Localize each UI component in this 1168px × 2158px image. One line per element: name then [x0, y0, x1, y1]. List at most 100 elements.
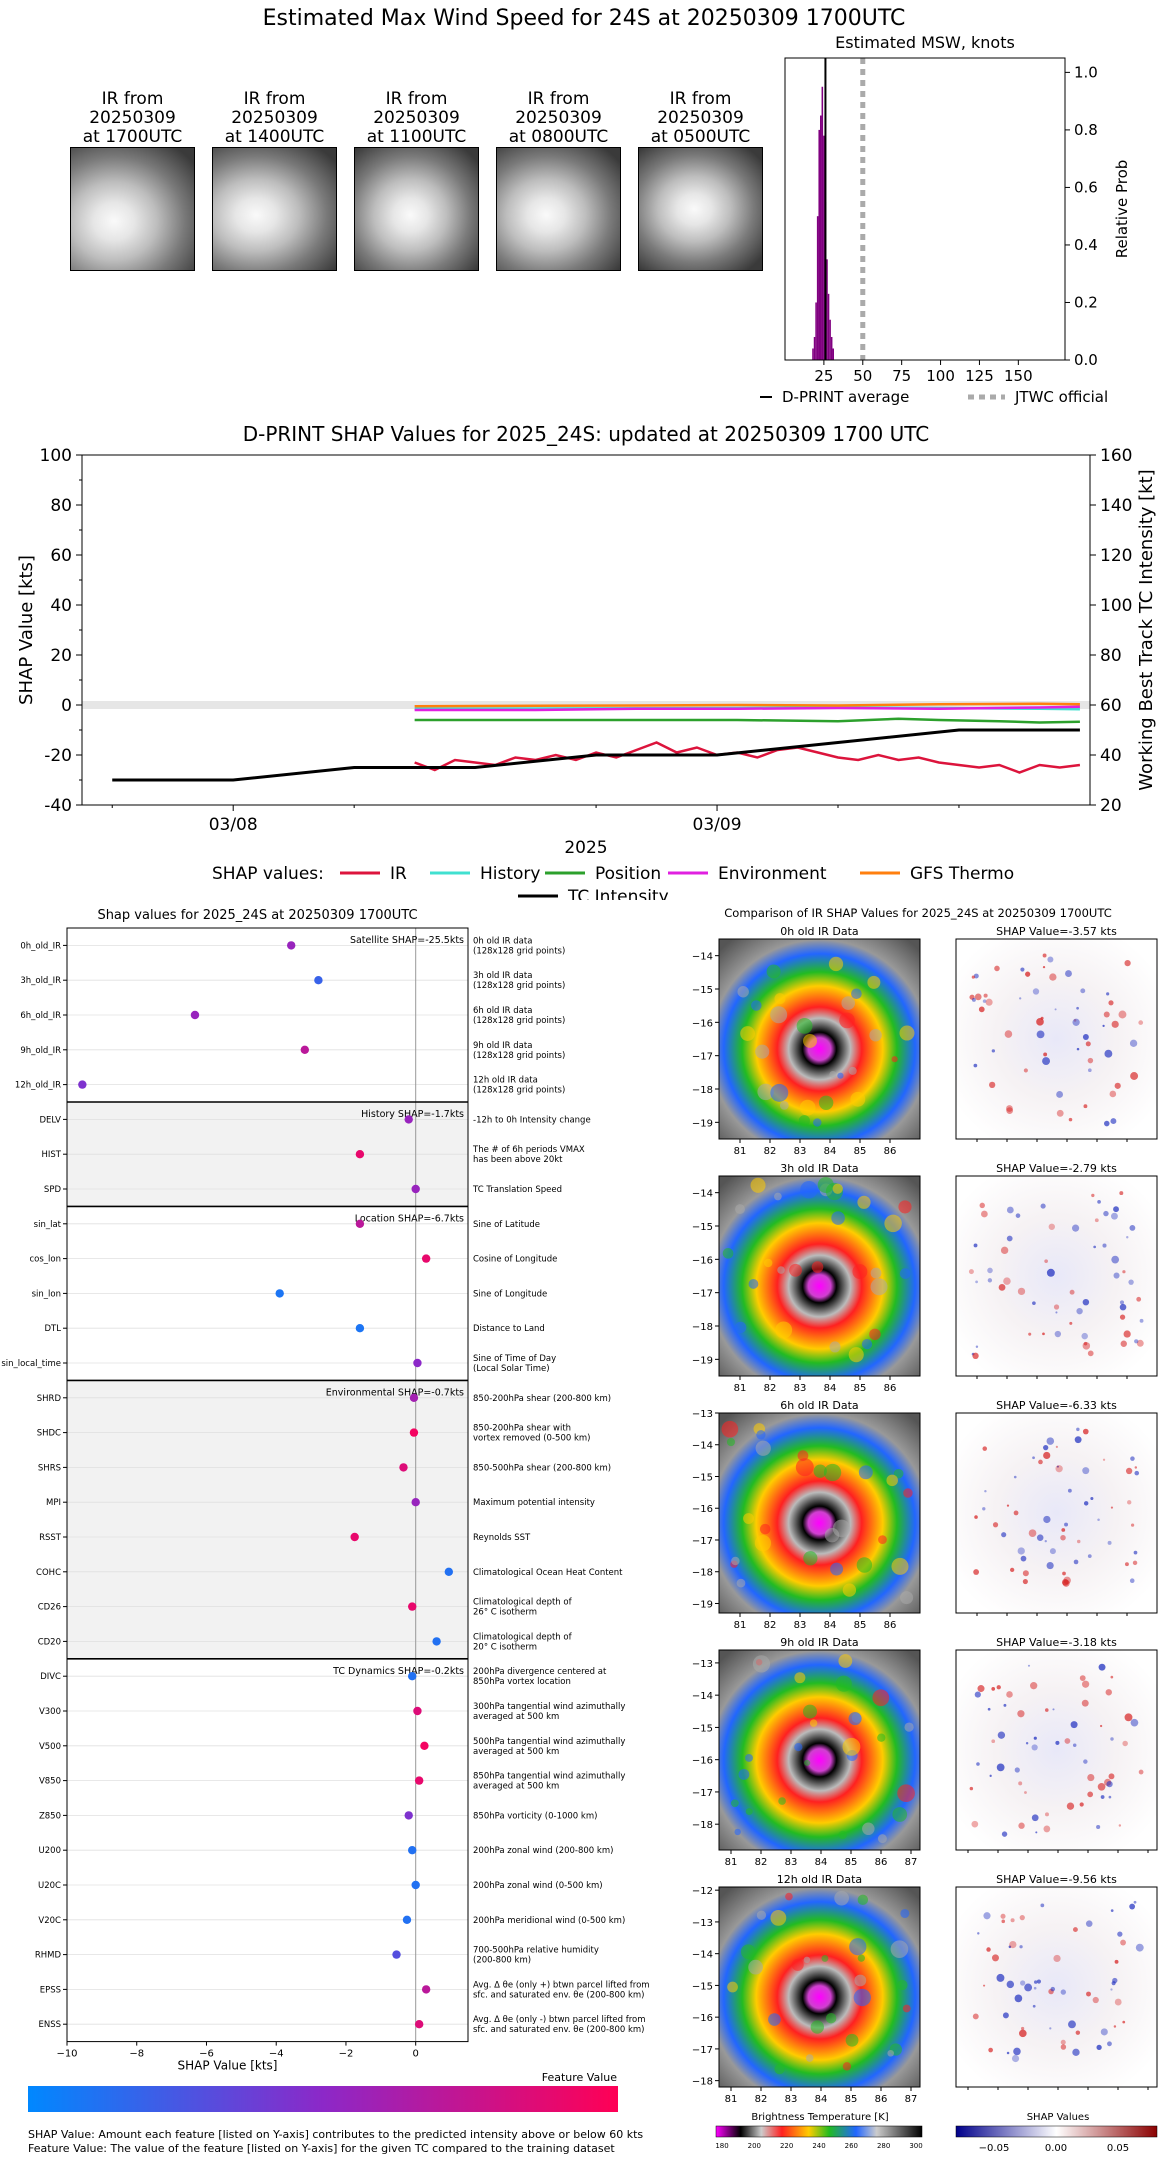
shap-texture-dot — [1045, 1812, 1049, 1817]
y-tick-label: 1.0 — [1074, 63, 1098, 81]
shap-texture-dot — [1139, 1318, 1144, 1323]
shap-texture-dot — [1031, 1814, 1039, 1822]
shap-texture-dot — [1072, 1927, 1078, 1933]
shap-texture-dot — [1075, 2030, 1081, 2035]
shap-map-image — [955, 1412, 1158, 1614]
feature-description: Climatological depth of — [473, 1632, 573, 1642]
ir-texture-blob — [831, 1211, 845, 1225]
shap-texture-dot — [1080, 988, 1086, 994]
ir-thumb-title: IR from 20250309 at 1100UTC — [334, 90, 499, 147]
shap-texture-dot — [1014, 1767, 1020, 1773]
shap-texture-dot — [1068, 2020, 1076, 2029]
shap-texture-dot — [1043, 1451, 1051, 1460]
shap-texture-dot — [1042, 965, 1046, 969]
y-tick-label: 100 — [40, 446, 72, 466]
shap-texture-dot — [1109, 1090, 1117, 1098]
map-y-tick-label: −15 — [692, 1472, 713, 1483]
feature-name: RHMD — [35, 1951, 62, 1961]
map-y-tick-label: −15 — [692, 1222, 713, 1233]
shap-texture-dot — [1064, 1522, 1069, 1527]
feature-name: V20C — [38, 1916, 61, 1926]
shap-texture-dot — [1079, 1675, 1086, 1681]
shap-texture-dot — [1020, 1980, 1026, 1986]
map-y-tick-label: −14 — [692, 1950, 713, 1961]
ir-texture-blob — [799, 1099, 816, 1116]
map-x-tick-label: 85 — [854, 1620, 867, 1631]
shap-texture-dot — [989, 1081, 996, 1089]
ir-texture-blob — [743, 1513, 755, 1525]
ir-texture-blob — [734, 1828, 741, 1836]
ir-texture-blob — [740, 1026, 755, 1041]
ir-map-frame — [718, 1175, 921, 1377]
map-y-tick-label: −18 — [692, 2077, 713, 2088]
map-x-tick-label: 86 — [875, 2094, 888, 2105]
shap-texture-dot — [1003, 1703, 1007, 1707]
shap-texture-dot — [1013, 2047, 1021, 2056]
feature-point — [420, 1741, 429, 1750]
map-x-tick-label: 84 — [824, 1620, 837, 1631]
shap-texture-dot — [1025, 1742, 1029, 1745]
ir-texture-blob — [751, 1000, 762, 1011]
feature-description: Reynolds SST — [473, 1533, 531, 1543]
ir-texture-blob — [770, 1909, 787, 1926]
map-y-tick-label: −16 — [692, 1504, 713, 1515]
shap-texture-dot — [987, 1707, 991, 1711]
map-x-tick-label: 83 — [794, 1146, 807, 1157]
ir-texture-blob — [849, 1938, 867, 1956]
map-y-tick-label: −15 — [692, 1723, 713, 1734]
group-label: TC Dynamics SHAP=-0.2kts — [332, 1666, 464, 1677]
shap-texture-dot — [1032, 1456, 1035, 1460]
shap-texture-dot — [971, 997, 976, 1002]
x-tick-label: −8 — [129, 2049, 144, 2060]
feature-name: V300 — [39, 1707, 61, 1717]
shap-texture-dot — [1043, 1515, 1051, 1524]
ir-texture-blob — [798, 1115, 810, 1127]
colorbar-label: Feature Value — [542, 2071, 618, 2084]
ir-texture-blob — [789, 1263, 802, 1277]
map-y-tick-label: −13 — [692, 1659, 713, 1670]
shap-texture-dot — [1046, 1437, 1055, 1445]
ir-thumb-title-line: 20250309 — [515, 108, 602, 128]
shap-texture-dot — [1055, 1311, 1058, 1314]
shap-texture-dot — [1046, 1561, 1054, 1570]
feature-description: (200-800 km) — [473, 1956, 531, 1966]
feature-description: 850hPa tangential wind azimuthally — [473, 1772, 625, 1782]
shap-texture-dot — [1006, 1206, 1014, 1214]
x-tick-label: 100 — [926, 367, 955, 385]
ir-map-frame — [718, 938, 921, 1140]
shap-texture-dot — [1001, 1532, 1007, 1538]
map-y-tick-label: −14 — [692, 1189, 713, 1200]
shap-texture-dot — [994, 965, 1000, 972]
shap-texture-dot — [1107, 1540, 1112, 1545]
feature-name: sin_local_time — [1, 1359, 61, 1369]
ir-colorbar-tick: 260 — [845, 2142, 858, 2150]
map-y-tick-label: −13 — [692, 1409, 713, 1420]
shap-texture-dot — [969, 1786, 974, 1791]
ir-texture-blob — [835, 1675, 852, 1692]
feature-name: HIST — [42, 1150, 62, 1160]
ir-texture-blob — [884, 1214, 902, 1233]
ir-thumb-title-line: at 0500UTC — [650, 127, 751, 147]
feature-name: cos_lon — [29, 1255, 61, 1265]
feature-name: U200 — [39, 1846, 61, 1856]
ir-texture-blob — [838, 1654, 853, 1668]
shap-texture-dot — [1036, 1534, 1044, 1541]
map-x-tick-label: 85 — [845, 1857, 858, 1868]
shap-texture-dot — [987, 1278, 993, 1283]
shap-texture-dot — [1087, 1057, 1094, 1064]
shap-texture-dot — [1108, 1795, 1112, 1799]
feature-description: Sine of Longitude — [473, 1289, 547, 1299]
shap-texture-dot — [1083, 1501, 1089, 1506]
histogram-title: Estimated MSW, knots — [835, 33, 1015, 52]
feature-point — [314, 976, 323, 985]
shap-colorbar — [955, 2125, 1158, 2138]
feature-point — [432, 1637, 441, 1646]
x-tick-label: 03/08 — [209, 815, 258, 835]
shap-texture-dot — [1066, 1802, 1075, 1810]
shap-map-image — [955, 938, 1158, 1140]
feature-description: 20° C isotherm — [473, 1642, 537, 1652]
shap-texture-dot — [997, 1731, 1006, 1739]
shap-texture-dot — [1061, 1579, 1069, 1586]
feature-name: DTL — [45, 1324, 62, 1334]
legend-jtwc-label: JTWC official — [1014, 388, 1108, 406]
